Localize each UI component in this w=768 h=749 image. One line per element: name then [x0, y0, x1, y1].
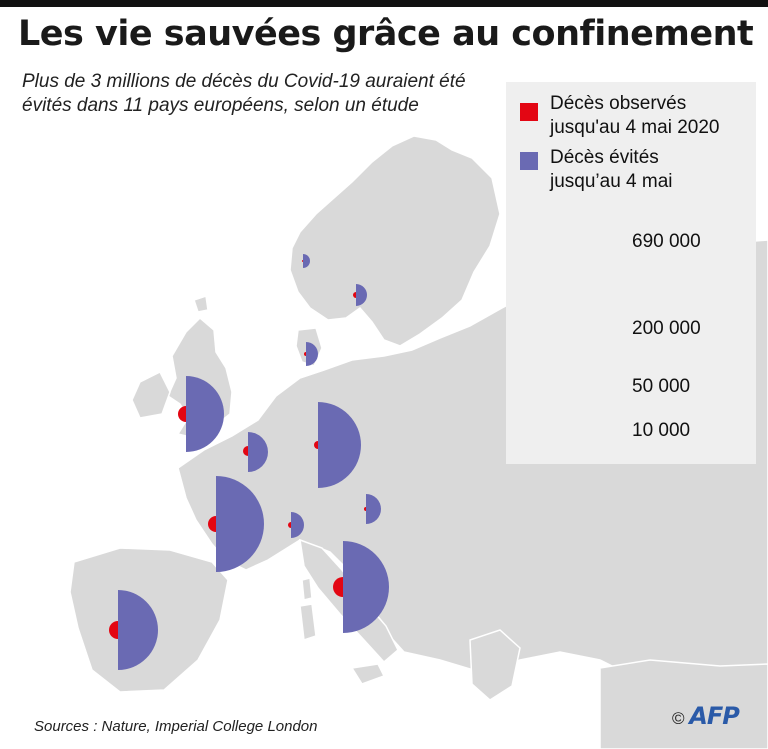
legend-avoided: Décès évités jusqu’au 4 mai	[520, 146, 756, 196]
corsica	[301, 577, 313, 601]
iberia	[69, 547, 229, 693]
top-rule	[0, 0, 768, 7]
turkey	[599, 659, 768, 749]
size-label-50000: 50 000	[632, 376, 691, 397]
balkans-south	[469, 629, 521, 701]
size-label-690000: 690 000	[632, 231, 701, 252]
afp-logo: AFP	[689, 702, 740, 730]
scandinavia	[289, 135, 501, 347]
legend-panel: Décès observés jusqu'au 4 mai 2020 Décès…	[506, 82, 756, 464]
size-label-10000: 10 000	[632, 420, 691, 441]
denmark	[295, 327, 323, 367]
subtitle: Plus de 3 millions de décès du Covid-19 …	[22, 71, 466, 116]
source-note: Sources : Nature, Imperial College Londo…	[34, 718, 318, 735]
page-title: Les vie sauvées grâce au confinement	[18, 14, 754, 54]
avoided-label: Décès évités jusqu’au 4 mai	[550, 147, 673, 192]
ireland	[131, 370, 171, 419]
uk	[167, 316, 233, 439]
agency-credit: © AFP	[672, 702, 740, 730]
avoided-swatch	[520, 152, 538, 170]
sicily	[350, 663, 386, 685]
sardinia	[299, 603, 317, 642]
copyright-symbol: ©	[672, 709, 685, 728]
size-label-200000: 200 000	[632, 318, 701, 339]
scotland-isles	[193, 295, 209, 313]
observed-label: Décès observés jusqu'au 4 mai 2020	[550, 93, 720, 138]
legend-observed: Décès observés jusqu'au 4 mai 2020	[520, 92, 756, 142]
observed-swatch	[520, 103, 538, 121]
